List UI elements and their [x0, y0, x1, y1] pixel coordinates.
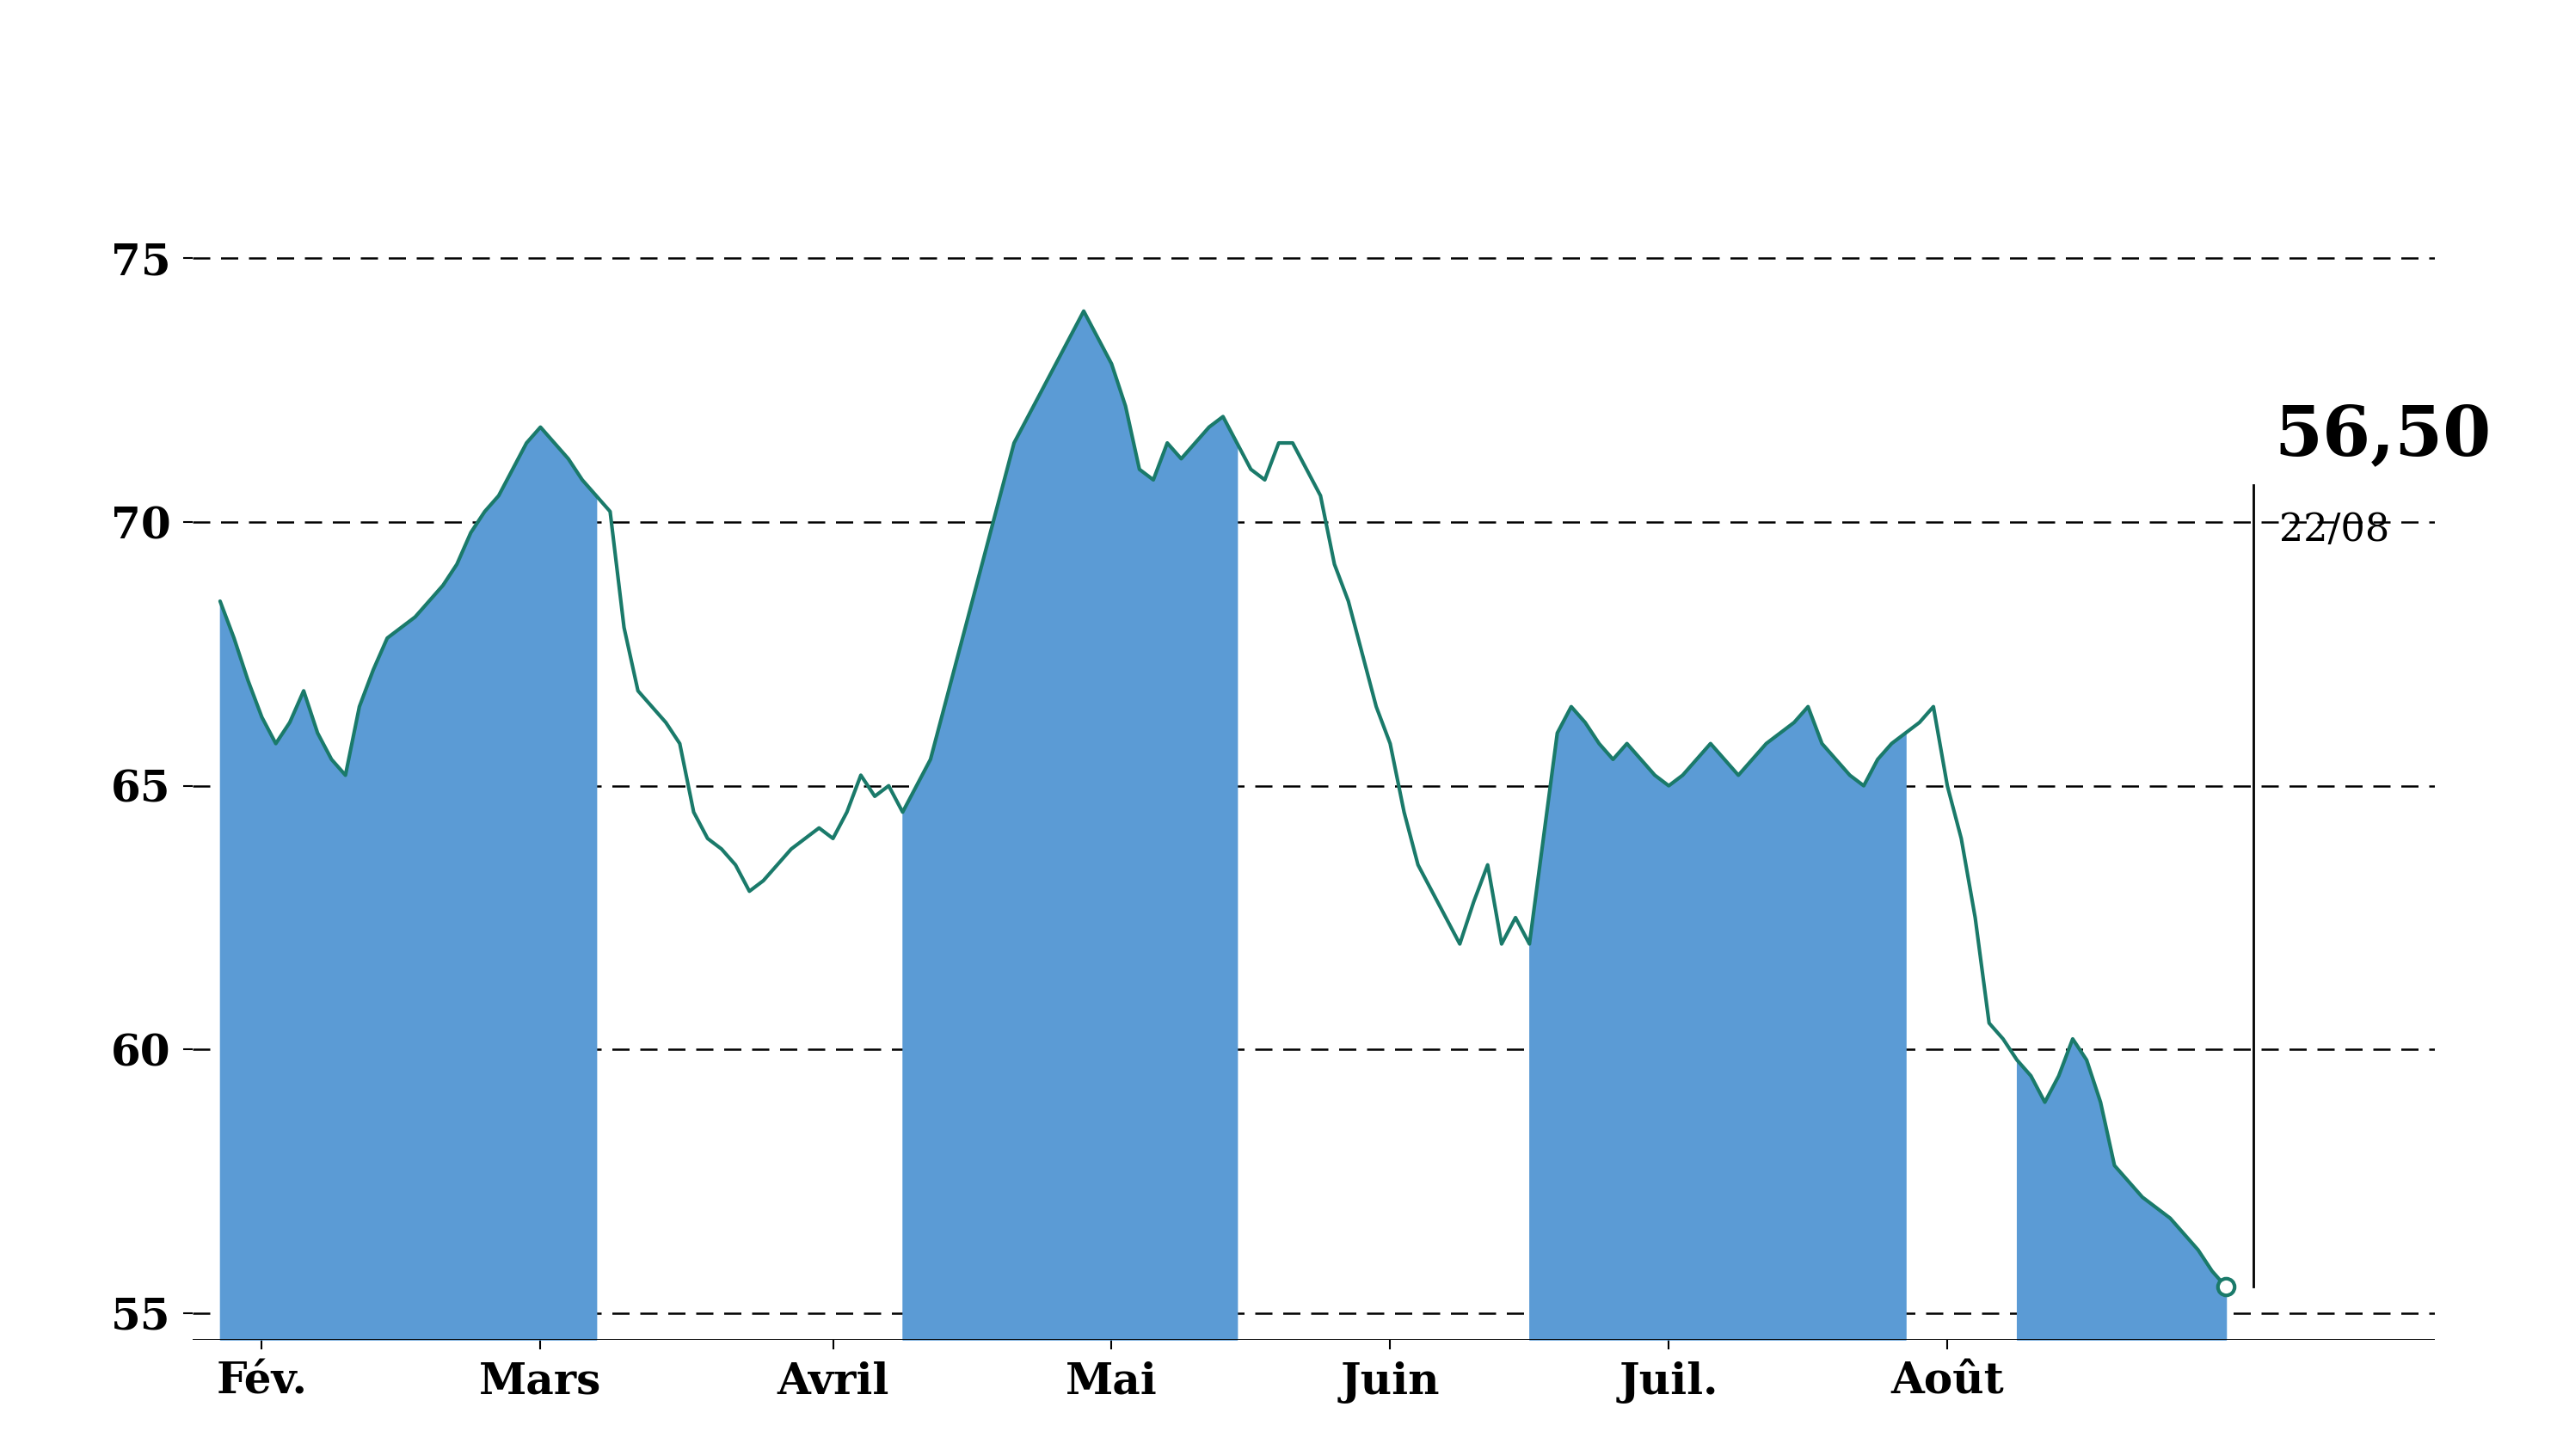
Text: Energiekontor AG: Energiekontor AG — [877, 22, 1686, 102]
Text: 22/08: 22/08 — [2279, 511, 2389, 549]
Text: 56,50: 56,50 — [2276, 402, 2491, 469]
